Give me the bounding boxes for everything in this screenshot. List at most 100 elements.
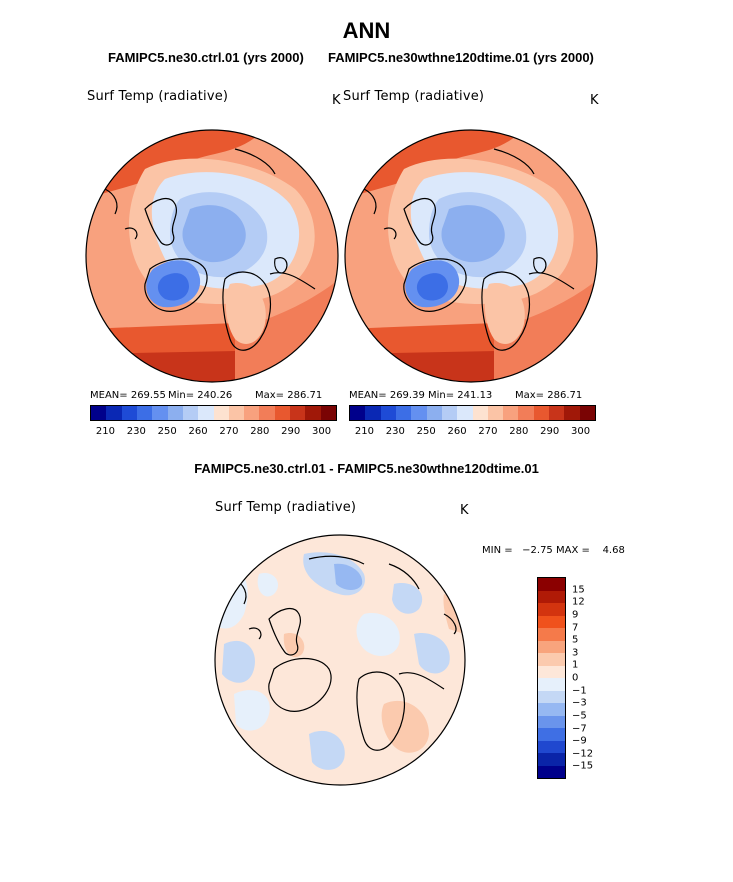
colorbar-tick-label: 260 [447,426,467,437]
colorbar-swatch [564,406,580,420]
colorbar-swatch [487,406,504,420]
colorbar-tick-label: 300 [312,426,332,437]
colorbar-swatch [274,406,291,420]
colorbar-swatch [411,406,427,420]
main-title: ANN [342,18,391,43]
colorbar-level-label: −7 [572,723,587,734]
colorbar-swatch [136,406,153,420]
colorbar-tick-label: 290 [281,426,301,437]
panel2-units: K [590,93,599,108]
colorbar-swatch [395,406,412,420]
colorbar-tick-label: 270 [219,426,239,437]
colorbar-tick-label: 250 [416,426,436,437]
colorbar-level-label: −5 [572,710,587,722]
colorbar-swatch [538,640,565,653]
colorbar-level-label: 0 [572,672,579,684]
panel1-units: K [332,93,341,108]
colorbar-swatch [538,765,565,778]
colorbar-swatch [538,590,565,603]
panel3-minmax: MIN = −2.75 MAX = 4.68 [482,545,625,556]
colorbar-swatch [533,406,550,420]
panel2-map [344,129,598,383]
panel2-colorbar [349,405,596,421]
panel1-mean: MEAN= 269.55 [90,390,166,401]
colorbar-tick-label: 210 [95,426,115,437]
colorbar-swatch [503,406,519,420]
colorbar-swatch [259,406,275,420]
panel1-map [85,129,339,383]
colorbar-level-label: −3 [572,697,587,709]
colorbar-swatch [579,406,595,420]
colorbar-swatch [538,740,565,753]
colorbar-swatch [549,406,565,420]
colorbar-swatch [538,715,565,728]
colorbar-swatch [121,406,137,420]
panel3-map [214,534,466,786]
case-title-right: FAMIPC5.ne30wthne120dtime.01 (yrs 2000) [328,50,594,65]
colorbar-swatch [538,578,565,591]
colorbar-level-label: 1 [572,659,579,671]
colorbar-swatch [538,653,565,666]
colorbar-swatch [198,406,214,420]
colorbar-swatch [380,406,396,420]
panel2-max: Max= 286.71 [515,390,583,401]
colorbar-swatch [472,406,488,420]
colorbar-swatch [457,406,473,420]
panel1-max: Max= 286.71 [255,390,323,401]
colorbar-level-label: 5 [572,634,579,646]
colorbar-swatch [538,703,565,716]
colorbar-tick-label: 230 [126,426,146,437]
colorbar-swatch [426,406,442,420]
colorbar-level-label: 15 [572,584,585,596]
colorbar-swatch [441,406,458,420]
colorbar-tick-label: 260 [188,426,208,437]
panel3-title: Surf Temp (radiative) [215,500,357,515]
colorbar-swatch [305,406,321,420]
colorbar-level-label: −1 [572,685,587,697]
colorbar-level-label: 9 [572,609,579,621]
colorbar-swatch [538,690,565,703]
colorbar-tick-label: 280 [509,426,529,437]
panel2-mean: MEAN= 269.39 [349,390,425,401]
colorbar-swatch [538,603,565,616]
colorbar-swatch [518,406,534,420]
colorbar-swatch [538,678,565,691]
colorbar-level-label: 3 [572,647,579,659]
colorbar-level-label: −9 [572,735,587,747]
panel1-colorbar [90,405,337,421]
colorbar-tick-label: 210 [354,426,374,437]
colorbar-level-label: −15 [572,760,594,772]
colorbar-swatch [91,406,107,420]
colorbar-swatch [213,406,229,420]
colorbar-swatch [538,665,565,678]
colorbar-swatch [244,406,260,420]
colorbar-swatch [538,615,565,628]
colorbar-tick-label: 270 [478,426,498,437]
colorbar-swatch [228,406,245,420]
panel1-min: Min= 240.26 [168,390,233,401]
colorbar-swatch [320,406,336,420]
colorbar-swatch [538,628,565,641]
panel3-units: K [460,503,469,518]
colorbar-swatch [365,406,381,420]
colorbar-swatch [538,728,565,741]
colorbar-swatch [350,406,366,420]
panel2-title: Surf Temp (radiative) [343,89,485,104]
colorbar-swatch [106,406,122,420]
colorbar-tick-label: 290 [540,426,560,437]
case-title-left: FAMIPC5.ne30.ctrl.01 (yrs 2000) [108,50,304,65]
colorbar-level-label: 7 [572,622,579,633]
colorbar-tick-label: 280 [250,426,270,437]
colorbar-swatch [167,406,183,420]
colorbar-tick-label: 230 [385,426,405,437]
colorbar-swatch [290,406,306,420]
panel1-title: Surf Temp (radiative) [87,89,229,104]
panel2-min: Min= 241.13 [428,390,493,401]
colorbar-tick-label: 300 [571,426,591,437]
diff-title: FAMIPC5.ne30.ctrl.01 - FAMIPC5.ne30wthne… [194,461,539,476]
colorbar-swatch [538,753,565,766]
panel3-colorbar [537,577,566,779]
colorbar-swatch [152,406,168,420]
colorbar-level-label: −12 [572,748,594,760]
colorbar-level-label: 12 [572,596,585,608]
